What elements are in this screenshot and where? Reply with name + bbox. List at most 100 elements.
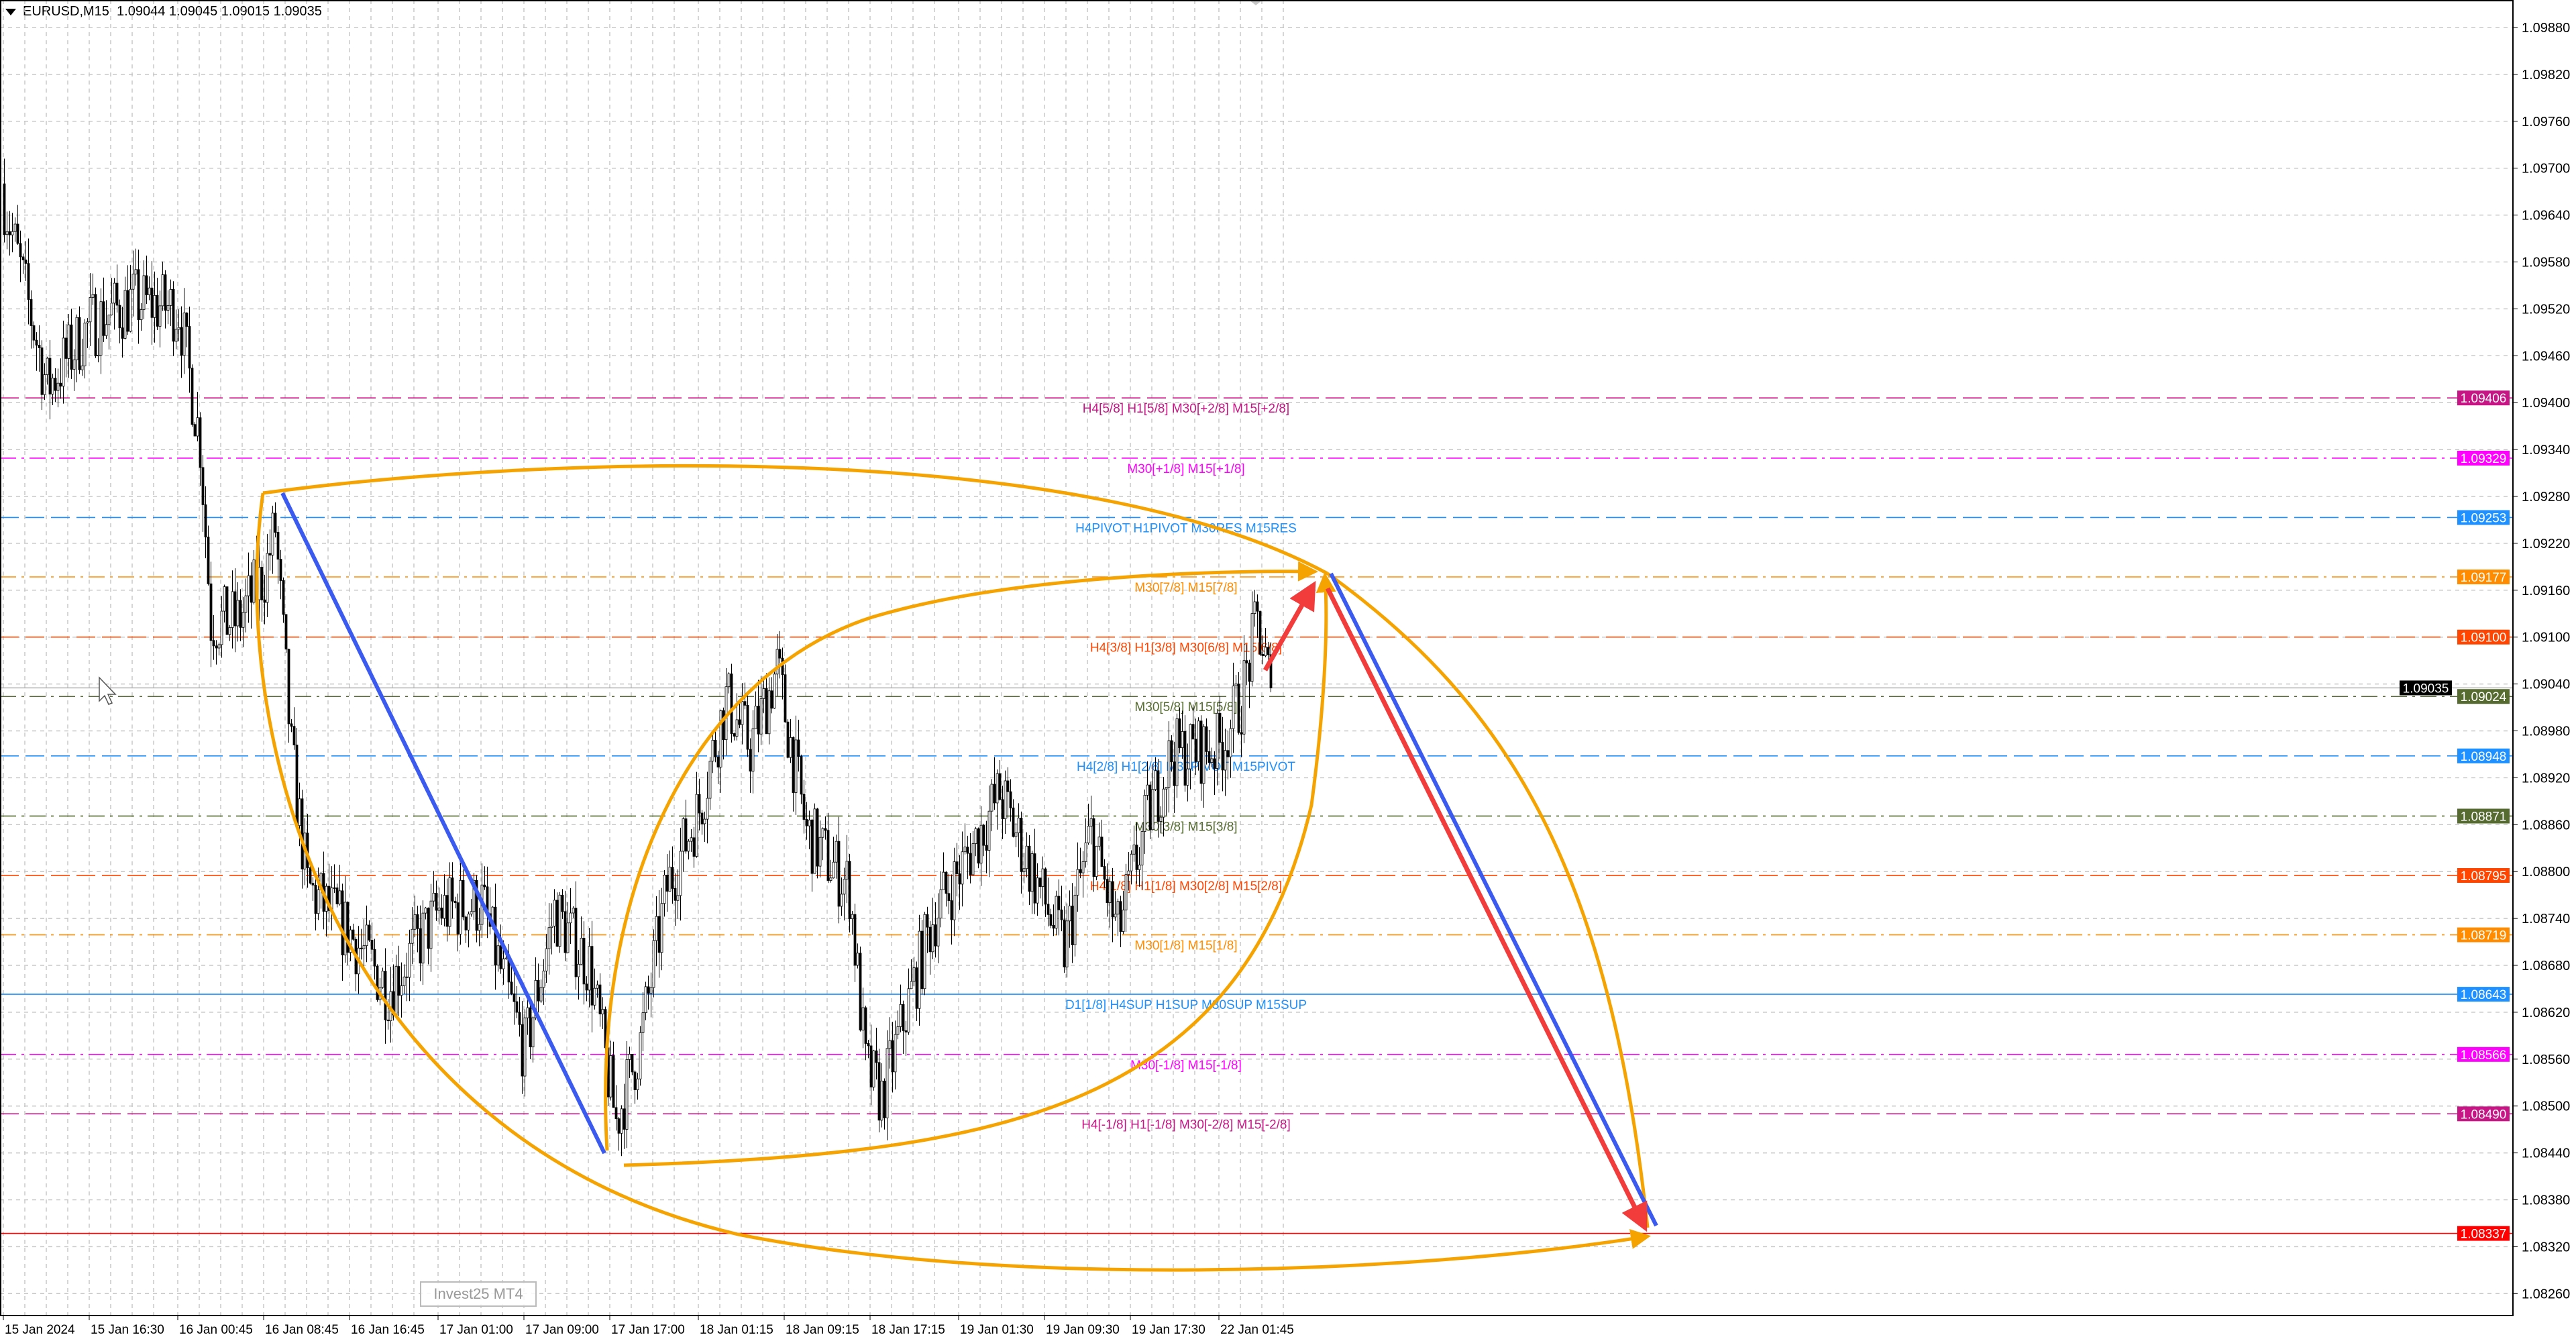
candle-bear (445, 895, 449, 927)
candle-bull (11, 231, 14, 235)
red-arrow-up[interactable] (1263, 580, 1316, 672)
time-tick-label: 17 Jan 09:00 (525, 1323, 599, 1337)
candle-bull (62, 337, 65, 387)
candle-bull (907, 988, 910, 1032)
candle-bull (727, 674, 731, 688)
candle-bull (271, 513, 274, 555)
candle-bear (1044, 868, 1047, 905)
candle-bear (287, 649, 290, 725)
candle-bull (526, 1007, 529, 1018)
candle-bull (979, 824, 983, 864)
candle-bear (292, 726, 296, 745)
level-price-label: 1.09024 (2461, 690, 2507, 704)
price-tick-label: 1.09340 (2522, 443, 2570, 458)
candle-bull (974, 828, 977, 844)
candle-bear (451, 877, 454, 902)
level-price-badge (2457, 748, 2510, 763)
blue-trendline[interactable] (280, 492, 606, 1155)
orange-arc-outer-bottom[interactable] (255, 492, 1651, 1272)
candle-bear (239, 600, 242, 628)
price-tick-label: 1.09880 (2522, 21, 2570, 36)
candle-bull (971, 843, 975, 875)
candle-bull (1189, 724, 1192, 769)
candle-bull (496, 945, 500, 966)
candle-bear (1028, 845, 1031, 892)
candle-bear (714, 739, 717, 757)
current-price-badge (2400, 680, 2452, 696)
candle-bull (794, 739, 798, 793)
level-price-label: 1.08871 (2461, 810, 2507, 824)
candle-bull (808, 819, 811, 826)
candle-bear (1248, 662, 1251, 682)
candle-bull (1253, 601, 1256, 614)
candle-bull (131, 274, 135, 290)
chart-shift-marker-icon[interactable] (1249, 0, 1263, 5)
candle-bear (1170, 740, 1173, 763)
collapse-triangle-icon[interactable] (5, 8, 16, 15)
red-arrow-down[interactable] (1325, 587, 1648, 1232)
orange-arc-inner-right[interactable] (623, 572, 1336, 1167)
candle-bear (1135, 845, 1138, 870)
candle-bull (1076, 869, 1079, 896)
candle-bear (1256, 601, 1259, 612)
candle-bear (1006, 780, 1010, 792)
candle-bear (757, 706, 760, 735)
candle-bull (706, 798, 709, 820)
candle-bear (743, 701, 747, 706)
candle-bull (89, 297, 92, 323)
orange-arc-outer-right[interactable] (1326, 572, 1650, 1228)
candle-bear (1009, 791, 1012, 808)
candle-bear (733, 733, 736, 737)
candle-bull (266, 553, 269, 603)
time-tick-label: 17 Jan 01:00 (439, 1323, 513, 1337)
time-tick-label: 19 Jan 17:30 (1132, 1323, 1205, 1337)
candle-bear (1052, 925, 1055, 929)
candle-bull (719, 710, 722, 767)
candle-bear (765, 688, 768, 735)
price-tick-label: 1.09580 (2522, 256, 2570, 270)
level-text: M30[+1/8] M15[+1/8] (1127, 462, 1244, 476)
candle-bear (582, 937, 586, 985)
level-text: D1[1/8] H4SUP H1SUP M30SUP M15SUP (1065, 998, 1307, 1012)
candle-bear (373, 949, 376, 967)
candle-bear (212, 640, 215, 647)
candle-bear (674, 888, 677, 901)
candle-bull (365, 924, 368, 947)
candle-bull (153, 294, 156, 318)
price-tick-label: 1.09820 (2522, 68, 2570, 83)
candle-bear (397, 966, 400, 996)
candle-bull (129, 288, 132, 332)
candle-bull (936, 918, 940, 947)
candle-bull (43, 374, 46, 395)
level-text: H4[3/8] H1[3/8] M30[6/8] M15[6/8] (1090, 641, 1282, 655)
orange-arc-inner-top[interactable] (604, 561, 1318, 1151)
candle-bear (40, 347, 44, 395)
candle-bull (687, 841, 690, 852)
candle-bull (899, 1004, 902, 1027)
candle-bull (459, 879, 462, 934)
candle-bull (963, 847, 967, 853)
candle-bear (1237, 684, 1240, 733)
time-tick-label: 15 Jan 16:30 (91, 1323, 164, 1337)
candle-bull (641, 1012, 645, 1033)
orange-arc-outer-top[interactable] (262, 464, 1329, 576)
candle-bull (362, 945, 366, 949)
candle-bear (738, 719, 741, 725)
blue-trendline[interactable] (1329, 572, 1658, 1227)
candle-bull (754, 706, 757, 729)
candle-bear (746, 704, 749, 750)
candle-bull (888, 1040, 892, 1049)
candle-bear (118, 305, 121, 329)
candle-bull (443, 895, 446, 919)
candle-bear (21, 256, 25, 260)
candle-bear (877, 1062, 881, 1121)
price-tick-label: 1.08680 (2522, 959, 2570, 973)
candle-bull (542, 970, 545, 988)
candle-bear (1173, 761, 1176, 786)
candle-bear (1060, 909, 1063, 920)
candle-bear (419, 928, 422, 964)
candle-bull (558, 894, 561, 947)
candle-bear (260, 567, 264, 600)
candle-bear (494, 906, 497, 966)
